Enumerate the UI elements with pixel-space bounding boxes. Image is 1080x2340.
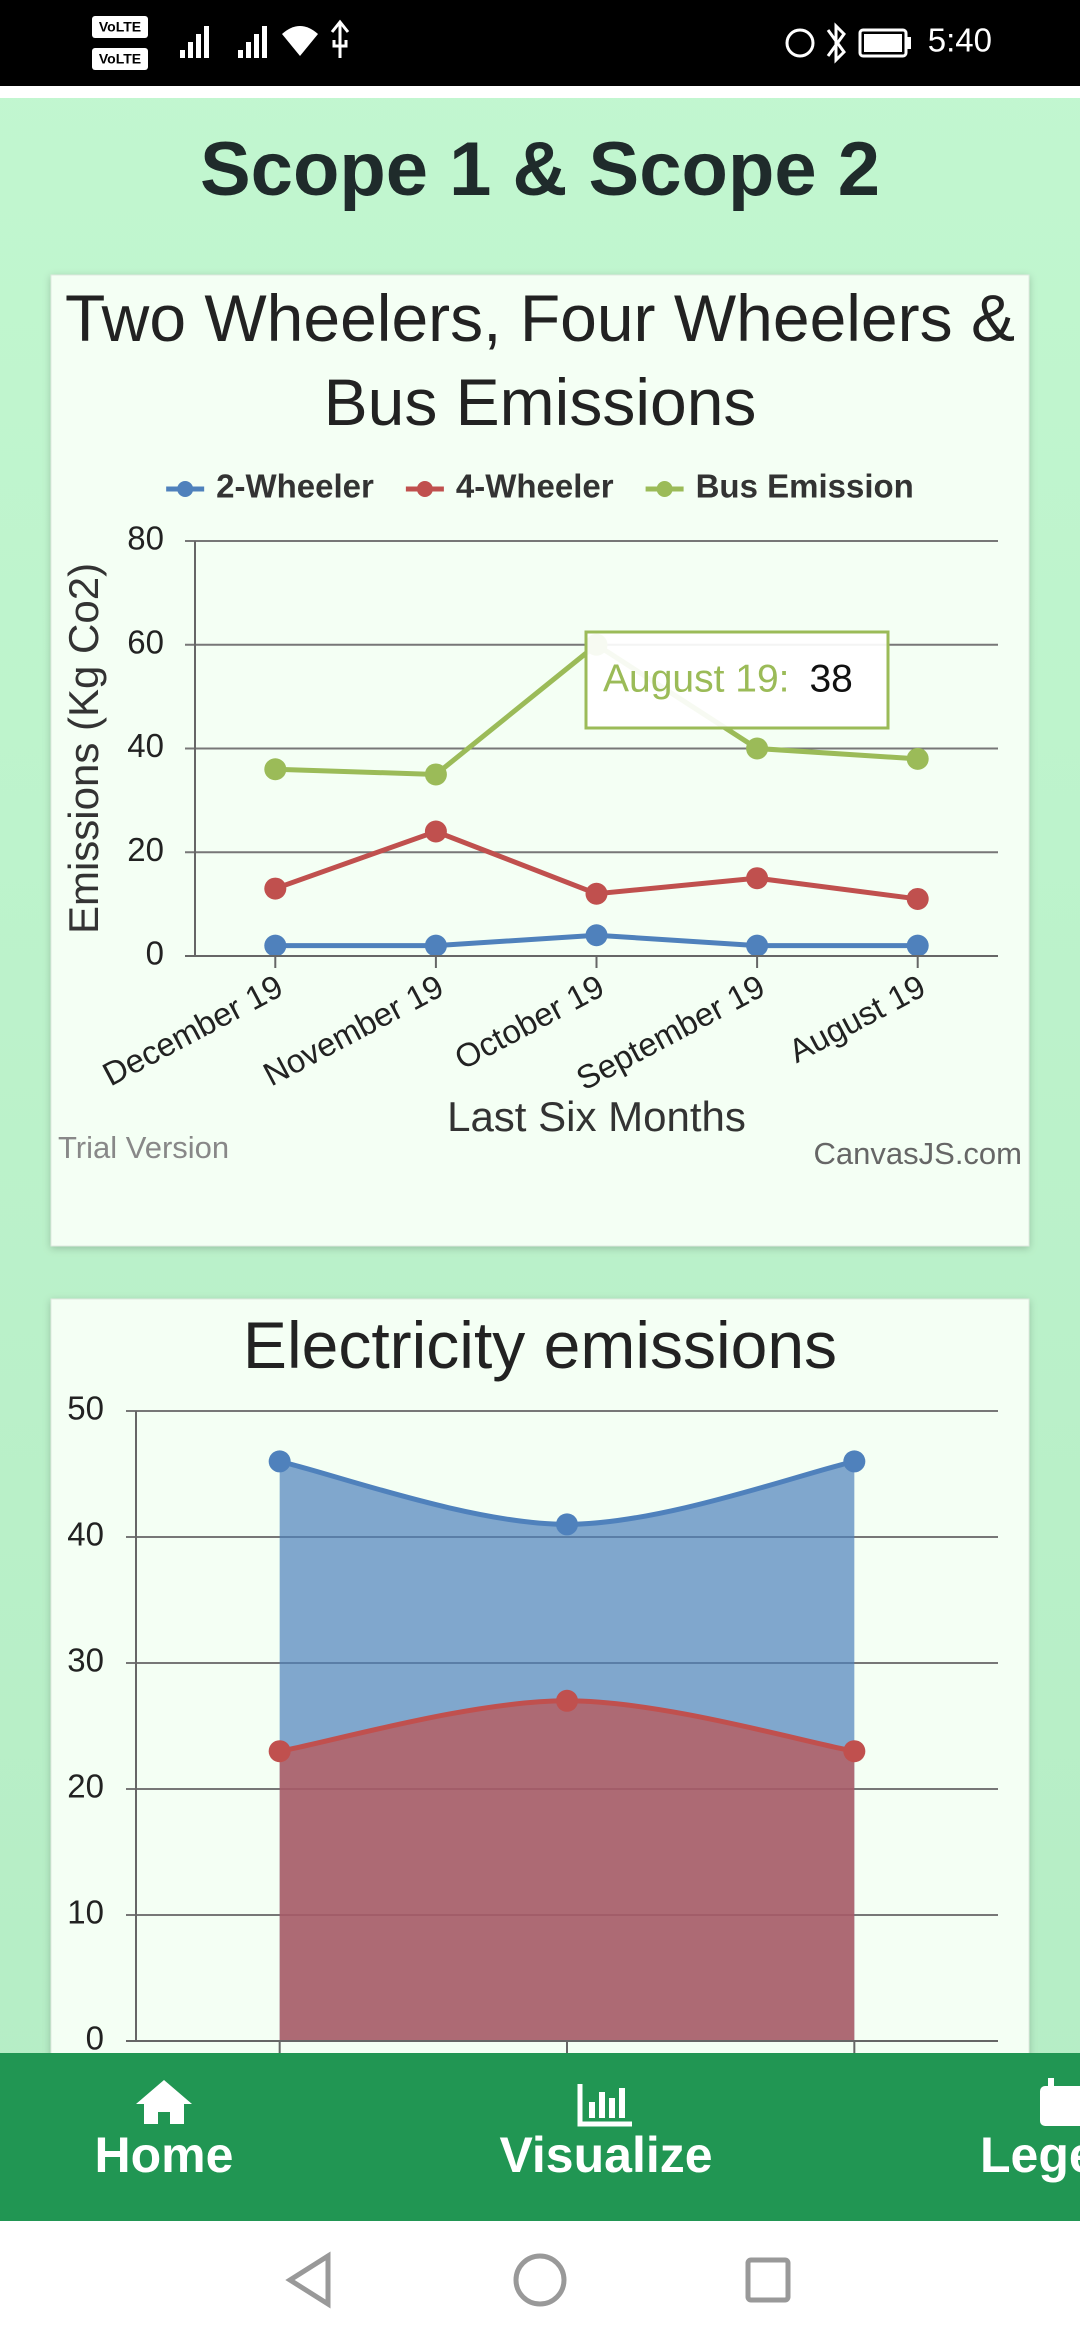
legend-label: 4-Wheeler (456, 468, 614, 505)
legend: 2-Wheeler 4-Wheeler Bus Emission (166, 468, 914, 505)
signal-bar (188, 42, 193, 58)
back-button[interactable] (285, 2251, 331, 2309)
data-point (424, 763, 447, 786)
tooltip-value: 38 (809, 657, 852, 700)
tooltip: August 19: 38 (584, 630, 890, 730)
x-axis-label: Last Six Months (447, 1093, 746, 1140)
data-point (264, 877, 287, 900)
home-icon (136, 2080, 192, 2124)
nav-label[interactable]: Visualize (499, 2127, 712, 2183)
usb-icon (330, 19, 350, 58)
y-tick-label: 40 (127, 727, 164, 764)
signal-bar (262, 26, 267, 58)
nav-label[interactable]: Home (95, 2127, 234, 2183)
legend-marker (177, 481, 194, 497)
data-point (906, 934, 929, 957)
status-bar (0, 0, 1080, 86)
legend-label: 2-Wheeler (216, 468, 374, 505)
sim-badge (92, 16, 148, 38)
wifi-icon (282, 26, 318, 56)
data-point (906, 887, 929, 910)
legend-label: Bus Emission (696, 468, 914, 505)
signal-bar (238, 50, 243, 58)
y-tick-label: 60 (127, 623, 164, 660)
chart-icon-bar (599, 2092, 605, 2118)
y-tick-label: 20 (127, 831, 164, 868)
data-point (264, 758, 287, 781)
chart-icon-bar (589, 2102, 595, 2118)
signal-bar (180, 50, 185, 58)
nav-legend[interactable]: Legend (980, 2078, 1080, 2183)
data-point (268, 1740, 291, 1763)
data-point (843, 1450, 866, 1473)
sim-label: VoLTE (99, 19, 141, 35)
credit: CanvasJS.com (814, 1136, 1022, 1171)
data-point (556, 1513, 578, 1536)
signal-bar (204, 26, 209, 58)
data-point (746, 934, 769, 957)
signal-icons (180, 19, 911, 64)
data-point (585, 882, 608, 905)
sim-label: VoLTE (99, 51, 141, 67)
sim-badges: VoLTE VoLTE (92, 16, 148, 70)
data-point (906, 747, 929, 770)
data-point (264, 934, 287, 957)
tooltip-label: August 19: (603, 657, 789, 700)
chart-card (50, 274, 1030, 1247)
y-tick-label: 10 (67, 1894, 104, 1931)
y-tick-label: 30 (67, 1642, 104, 1679)
data-point (746, 867, 769, 890)
data-point (585, 924, 608, 947)
legend-marker (416, 481, 433, 497)
legend-item[interactable]: Bus Emission (645, 468, 914, 505)
sim-badge (92, 48, 148, 70)
y-tick-label: 80 (127, 520, 164, 557)
y-tick-label: 40 (67, 1516, 104, 1553)
data-point (556, 1689, 578, 1712)
status-divider (0, 86, 1080, 98)
nav-visualize[interactable]: Visualize (499, 2084, 713, 2183)
y-tick-label: 20 (67, 1768, 104, 1805)
data-point (268, 1450, 291, 1473)
calendar-ring (1048, 2078, 1054, 2092)
nav-home[interactable]: Home (95, 2080, 234, 2183)
signal-bar (196, 34, 201, 58)
bottom-nav (0, 2053, 1080, 2221)
chart-title: Electricity emissions (242, 1308, 838, 1382)
data-point (424, 934, 447, 957)
home-button[interactable] (513, 2253, 567, 2307)
chart-title: Two Wheelers, Four Wheelers & Bus Emissi… (65, 281, 1015, 439)
signal-bar (246, 42, 251, 58)
battery-level (864, 34, 902, 52)
system-nav (0, 2221, 1080, 2340)
data-point (843, 1740, 866, 1763)
data-point (424, 820, 447, 843)
nav-label[interactable]: Legend (980, 2127, 1080, 2183)
legend-item[interactable]: 2-Wheeler (166, 468, 374, 505)
data-point (746, 737, 769, 760)
bluetooth-icon (826, 22, 846, 64)
area-chart: 0 10 20 30 40 50 (67, 1390, 998, 2057)
battery-tip (906, 37, 911, 49)
chart-icon (577, 2084, 632, 2127)
tooltip-box (584, 630, 890, 730)
clock: 5:40 (928, 22, 992, 59)
series-area (279, 1700, 855, 2041)
legend-item[interactable]: 4-Wheeler (405, 468, 614, 505)
legend-marker (656, 481, 673, 497)
signal-bar (254, 34, 259, 58)
y-axis-label: Emissions (Kg Co2) (60, 563, 107, 934)
y-tick-label: 0 (146, 935, 164, 972)
watermark: Trial Version (58, 1130, 229, 1165)
chart-icon-bar (609, 2098, 615, 2118)
y-tick-label: 50 (67, 1390, 104, 1427)
recents-button[interactable] (745, 2257, 791, 2303)
calendar-icon (1040, 2086, 1080, 2126)
alarm-icon (785, 28, 815, 58)
page-title: Scope 1 & Scope 2 (200, 127, 880, 212)
y-tick-label: 0 (86, 2020, 104, 2057)
chart-icon-bar (619, 2088, 625, 2118)
